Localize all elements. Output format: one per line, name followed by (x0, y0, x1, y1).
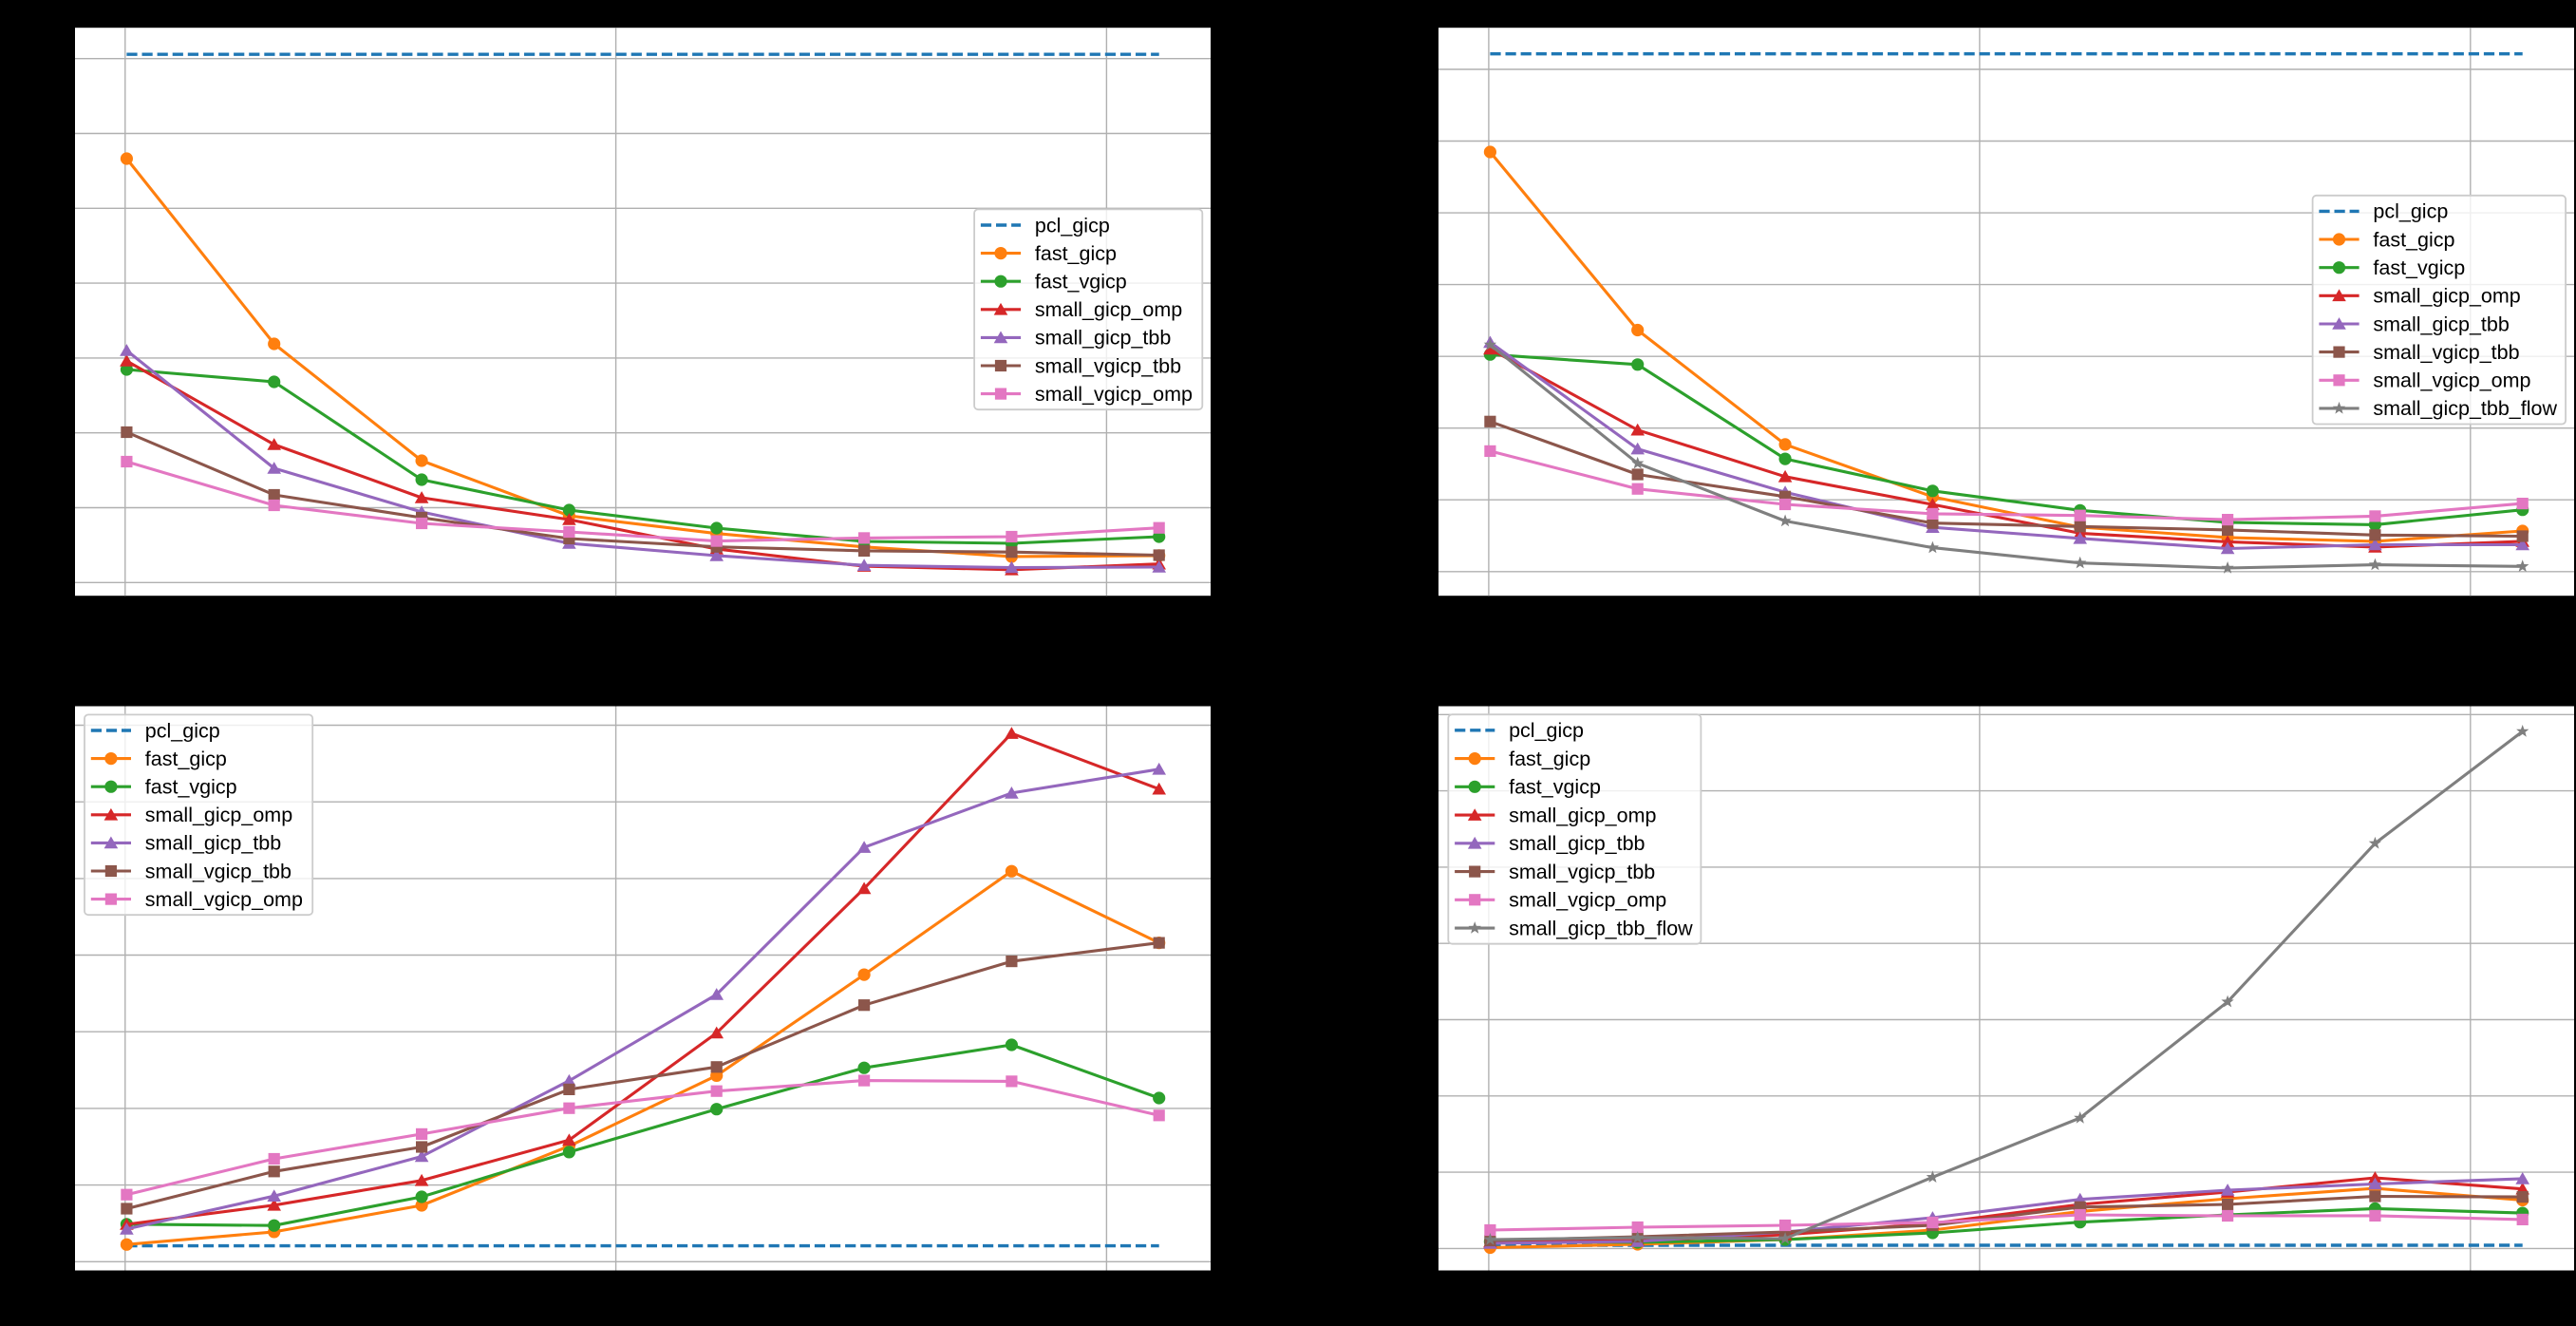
svg-text:fast_gicp: fast_gicp (1509, 748, 1590, 770)
svg-text:small_gicp_omp: small_gicp_omp (145, 804, 292, 826)
svg-text:small_gicp_tbb_flow: small_gicp_tbb_flow (1509, 917, 1693, 939)
svg-text:fast_gicp: fast_gicp (2373, 228, 2454, 251)
svg-text:small_vgicp_omp: small_vgicp_omp (1509, 889, 1666, 912)
svg-text:small_gicp_omp: small_gicp_omp (1035, 298, 1182, 321)
svg-text:pcl_gicp: pcl_gicp (1509, 719, 1584, 742)
svg-text:small_vgicp_omp: small_vgicp_omp (1035, 383, 1193, 406)
svg-text:small_gicp_tbb: small_gicp_tbb (1035, 327, 1171, 350)
svg-text:fast_gicp: fast_gicp (1035, 242, 1117, 265)
svg-text:small_vgicp_tbb: small_vgicp_tbb (1509, 861, 1655, 883)
svg-text:small_gicp_tbb: small_gicp_tbb (1509, 832, 1645, 855)
svg-text:small_vgicp_omp: small_vgicp_omp (145, 888, 303, 911)
svg-text:fast_vgicp: fast_vgicp (2373, 256, 2465, 279)
svg-text:fast_vgicp: fast_vgicp (145, 776, 237, 799)
svg-text:small_vgicp_tbb: small_vgicp_tbb (2373, 341, 2519, 364)
svg-text:pcl_gicp: pcl_gicp (145, 719, 220, 742)
svg-text:small_gicp_omp: small_gicp_omp (1509, 804, 1656, 826)
svg-text:small_gicp_tbb_flow: small_gicp_tbb_flow (2373, 397, 2557, 420)
svg-text:small_vgicp_omp: small_vgicp_omp (2373, 369, 2530, 392)
svg-text:small_vgicp_tbb: small_vgicp_tbb (145, 860, 291, 882)
svg-text:small_gicp_omp: small_gicp_omp (2373, 285, 2520, 308)
svg-text:fast_gicp: fast_gicp (145, 748, 227, 770)
svg-text:fast_vgicp: fast_vgicp (1509, 776, 1601, 799)
svg-text:fast_vgicp: fast_vgicp (1035, 271, 1127, 294)
svg-text:small_gicp_tbb: small_gicp_tbb (145, 832, 281, 855)
svg-text:small_vgicp_tbb: small_vgicp_tbb (1035, 354, 1181, 377)
svg-text:small_gicp_tbb: small_gicp_tbb (2373, 313, 2509, 335)
svg-text:pcl_gicp: pcl_gicp (2373, 200, 2448, 223)
svg-text:pcl_gicp: pcl_gicp (1035, 214, 1110, 237)
